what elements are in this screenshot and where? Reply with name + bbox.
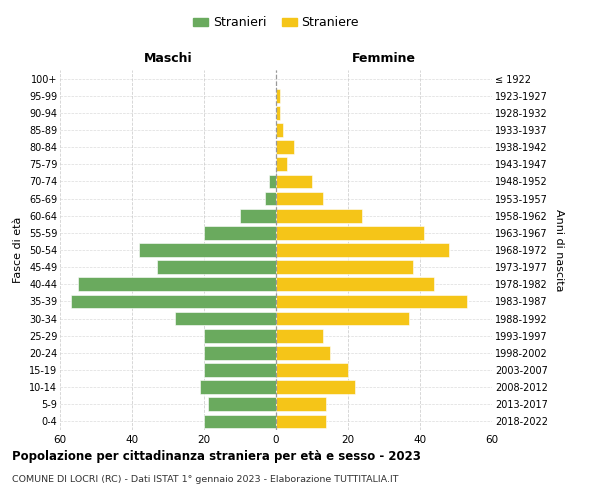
Y-axis label: Anni di nascita: Anni di nascita: [554, 209, 565, 291]
Bar: [276, 89, 280, 102]
Bar: [276, 363, 348, 377]
Bar: [157, 260, 276, 274]
Bar: [204, 226, 276, 239]
Bar: [276, 226, 424, 239]
Bar: [276, 260, 413, 274]
Bar: [276, 192, 323, 205]
Bar: [269, 174, 276, 188]
Bar: [276, 312, 409, 326]
Bar: [240, 209, 276, 222]
Bar: [276, 380, 355, 394]
Bar: [276, 209, 362, 222]
Bar: [175, 312, 276, 326]
Bar: [276, 140, 294, 154]
Bar: [276, 158, 287, 171]
Bar: [78, 278, 276, 291]
Legend: Stranieri, Straniere: Stranieri, Straniere: [188, 11, 364, 34]
Text: Maschi: Maschi: [143, 52, 193, 65]
Text: Femmine: Femmine: [352, 52, 416, 65]
Bar: [276, 329, 323, 342]
Bar: [276, 278, 434, 291]
Bar: [139, 243, 276, 257]
Bar: [276, 398, 326, 411]
Bar: [276, 346, 330, 360]
Y-axis label: Fasce di età: Fasce di età: [13, 217, 23, 283]
Text: COMUNE DI LOCRI (RC) - Dati ISTAT 1° gennaio 2023 - Elaborazione TUTTITALIA.IT: COMUNE DI LOCRI (RC) - Dati ISTAT 1° gen…: [12, 475, 398, 484]
Bar: [71, 294, 276, 308]
Bar: [208, 398, 276, 411]
Bar: [276, 174, 312, 188]
Bar: [276, 106, 280, 120]
Bar: [276, 243, 449, 257]
Bar: [276, 414, 326, 428]
Bar: [265, 192, 276, 205]
Bar: [204, 414, 276, 428]
Bar: [200, 380, 276, 394]
Bar: [276, 123, 283, 137]
Bar: [204, 363, 276, 377]
Bar: [204, 346, 276, 360]
Text: Popolazione per cittadinanza straniera per età e sesso - 2023: Popolazione per cittadinanza straniera p…: [12, 450, 421, 463]
Bar: [276, 294, 467, 308]
Bar: [204, 329, 276, 342]
